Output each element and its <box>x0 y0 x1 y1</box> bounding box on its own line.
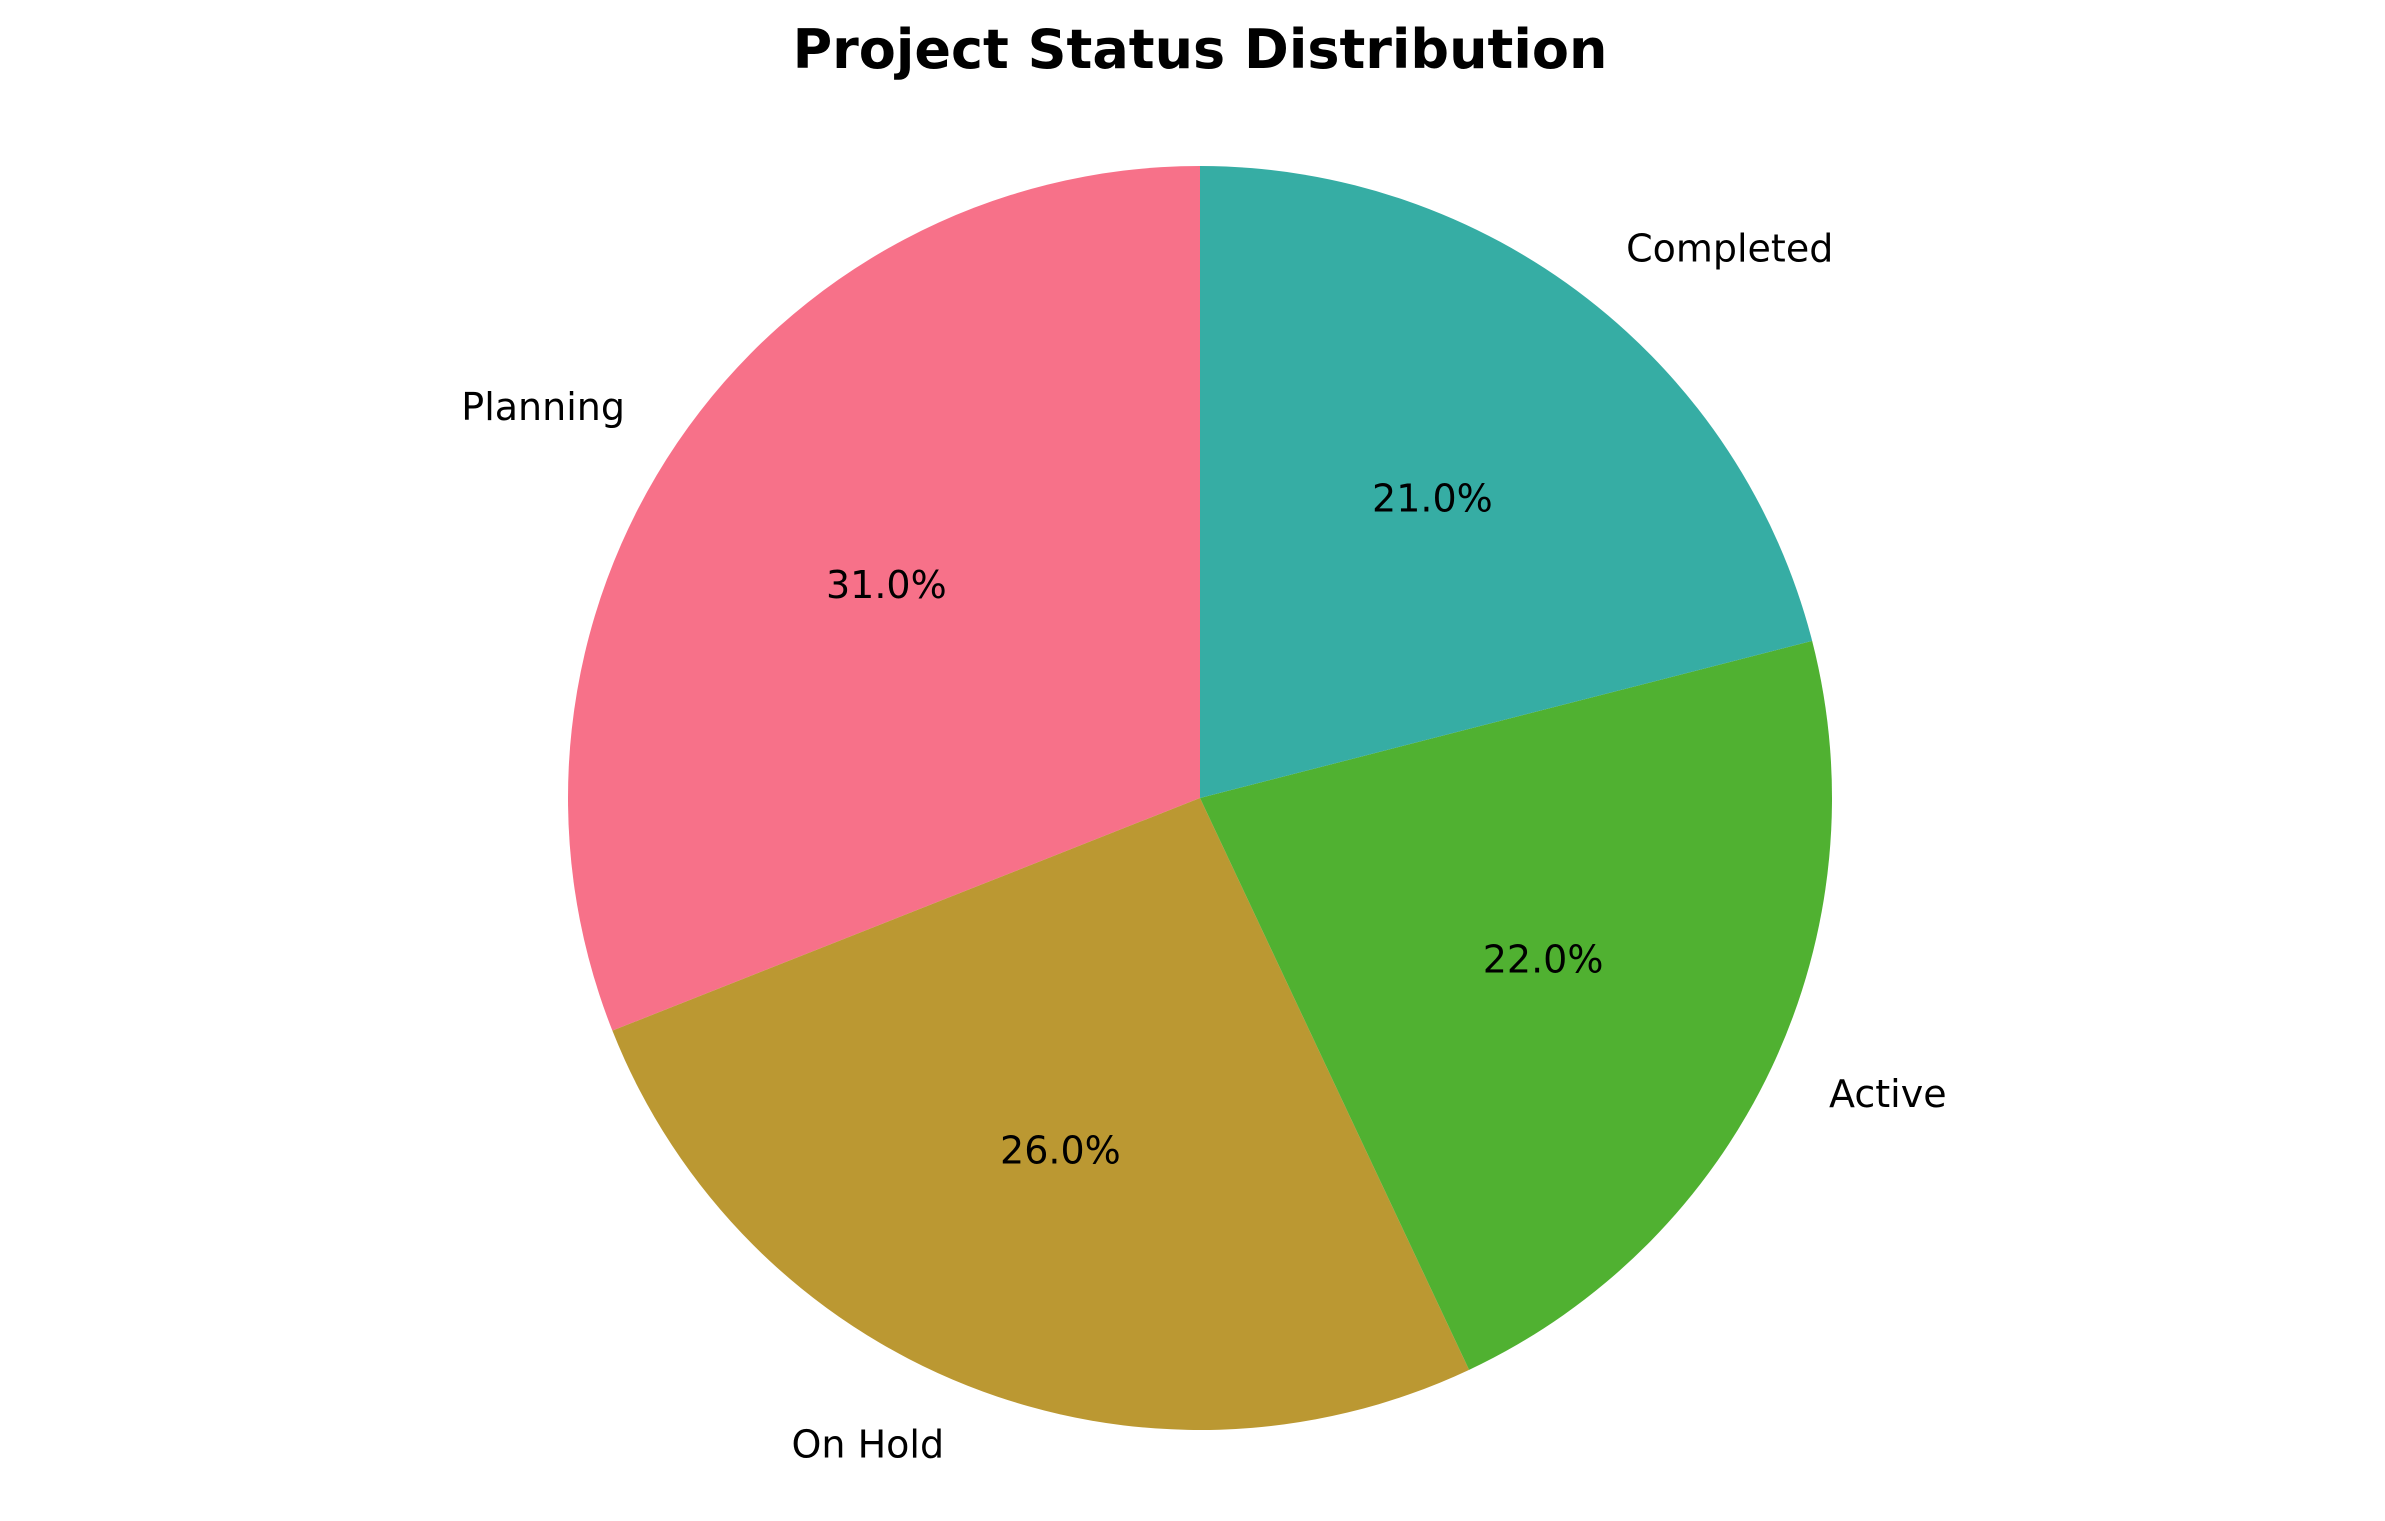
percent-labels: 31.0% 26.0% 22.0% 21.0% <box>826 476 1603 1172</box>
pie-slice-on-hold <box>612 798 1470 1430</box>
pie-slices <box>568 166 1832 1430</box>
pie-slice-completed <box>1200 166 1813 798</box>
slice-label-active: Active <box>1829 1072 1947 1116</box>
slice-label-planning: Planning <box>461 385 625 429</box>
slice-label-on-hold: On Hold <box>792 1422 945 1466</box>
percent-label-completed: 21.0% <box>1372 476 1493 520</box>
percent-label-planning: 31.0% <box>826 563 947 607</box>
category-labels: Planning On Hold Active Completed <box>461 227 1946 1467</box>
slice-label-completed: Completed <box>1626 227 1833 271</box>
pie-slice-planning <box>568 166 1200 1031</box>
percent-label-on-hold: 26.0% <box>1000 1129 1121 1173</box>
chart-title: Project Status Distribution <box>793 18 1608 81</box>
pie-slice-active <box>1200 640 1832 1370</box>
percent-label-active: 22.0% <box>1483 937 1604 981</box>
